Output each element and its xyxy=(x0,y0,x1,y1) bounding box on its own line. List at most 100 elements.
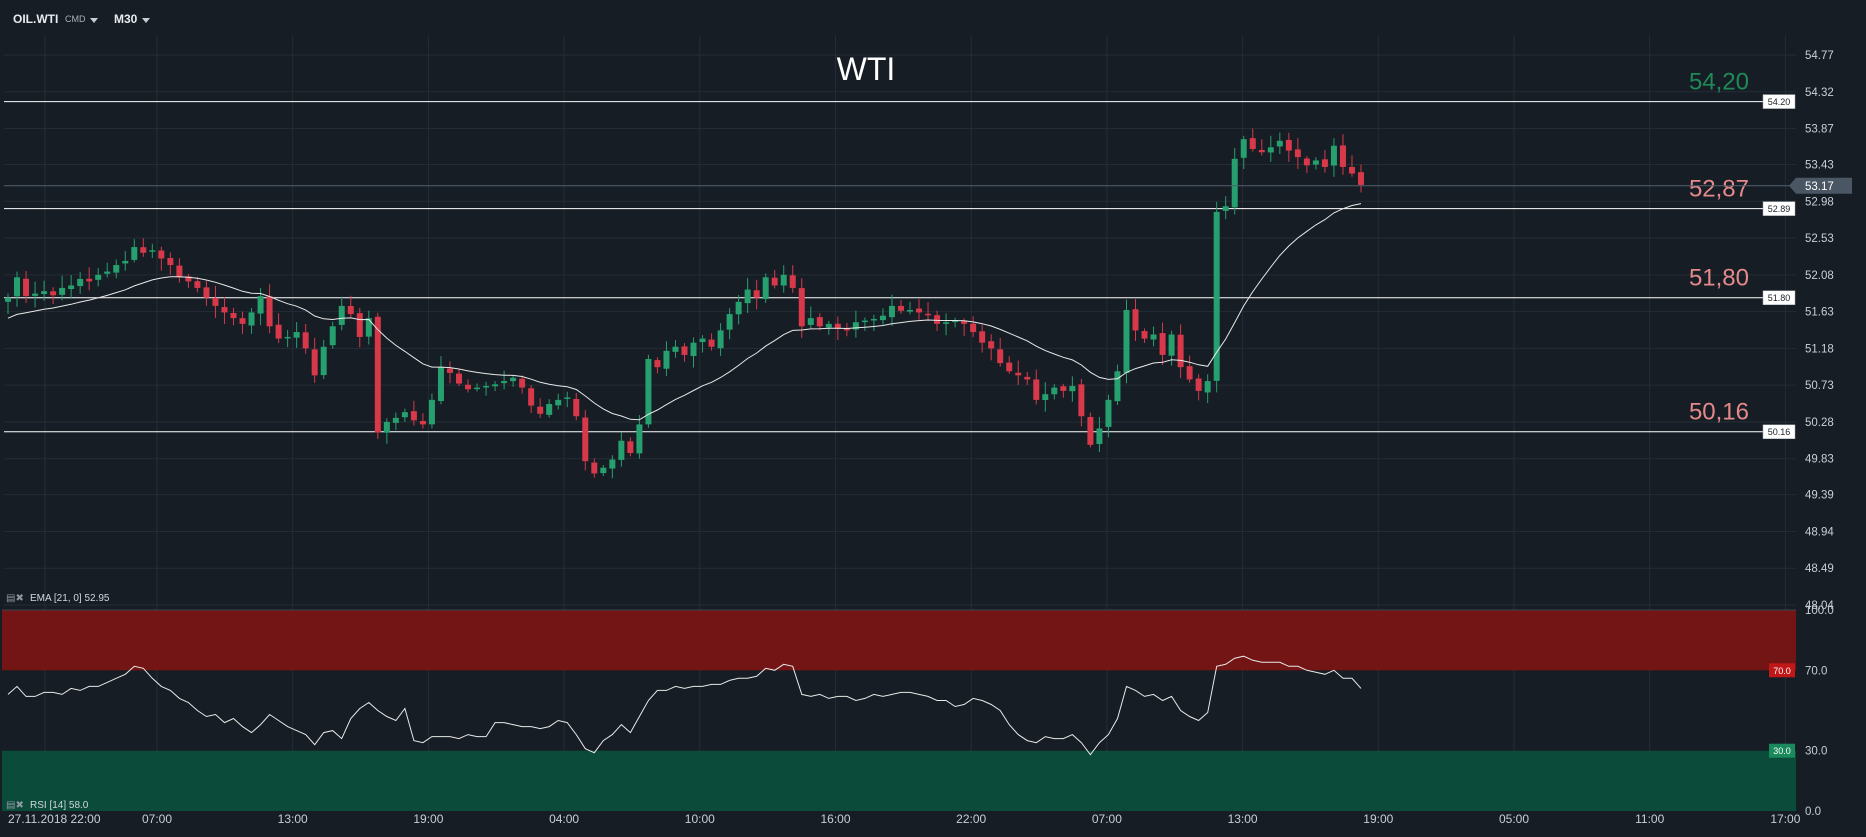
candle xyxy=(970,316,977,338)
candle-body xyxy=(645,359,652,425)
level-price-tag: 52.89 xyxy=(1762,201,1796,216)
candle xyxy=(483,381,490,396)
candle xyxy=(645,354,652,428)
rsi-tick-label: 100.0 xyxy=(1805,605,1834,617)
rsi-oversold-zone xyxy=(2,750,1796,811)
candle-body xyxy=(149,250,156,252)
candle xyxy=(897,300,904,314)
rsi-indicator-legend[interactable]: ▤✖ RSI [14] 58.0 xyxy=(6,800,89,811)
candle xyxy=(113,259,120,279)
candle-body xyxy=(1114,371,1121,402)
candle-body xyxy=(446,368,453,373)
instrument-type-label[interactable]: CMD xyxy=(65,14,86,24)
candle-body xyxy=(663,350,670,369)
candle xyxy=(519,375,526,394)
candle xyxy=(1285,132,1292,162)
candle-body xyxy=(925,313,932,316)
candle xyxy=(1348,155,1355,177)
candle-body xyxy=(672,346,679,352)
candle xyxy=(771,270,778,289)
candle xyxy=(1222,196,1229,220)
candle-body xyxy=(979,331,986,343)
timeframe-caret-icon[interactable] xyxy=(142,18,150,23)
candle xyxy=(149,243,156,258)
candle-body xyxy=(699,338,706,343)
candle-body xyxy=(1240,139,1247,158)
candle-body xyxy=(1358,172,1364,185)
price-tick-label: 48.04 xyxy=(1805,600,1834,612)
candle-body xyxy=(347,305,354,315)
candle-body xyxy=(41,291,48,295)
candle xyxy=(248,308,255,334)
candle xyxy=(1276,132,1283,155)
candle-body xyxy=(970,323,977,333)
candle xyxy=(735,294,742,325)
rsi-tag-box xyxy=(1769,743,1795,758)
indicator-settings-icon[interactable]: ▤✖ xyxy=(6,593,24,604)
candle xyxy=(916,299,923,320)
candle xyxy=(1006,356,1013,374)
candle xyxy=(1358,164,1364,193)
candle-body xyxy=(1015,372,1022,376)
candle xyxy=(347,295,354,318)
candle-body xyxy=(1222,206,1229,211)
candle-body xyxy=(708,339,715,347)
candle xyxy=(311,337,318,383)
candle-body xyxy=(383,421,390,433)
time-tick-label: 04:00 xyxy=(549,812,579,826)
candle-body xyxy=(5,297,11,302)
candle xyxy=(1258,139,1265,156)
timeframe-selector[interactable]: M30 xyxy=(114,12,138,26)
candle xyxy=(68,275,75,299)
level-price-tag: 50.16 xyxy=(1762,424,1796,439)
candle xyxy=(1312,157,1319,170)
candle-body xyxy=(456,373,462,384)
candle-body xyxy=(50,291,57,296)
level-tag-box xyxy=(1762,94,1796,109)
candle-body xyxy=(230,312,237,319)
candle-body xyxy=(726,314,733,330)
candle-body xyxy=(843,327,850,331)
candle xyxy=(618,432,625,467)
candle xyxy=(1195,374,1202,401)
candle-body xyxy=(302,332,309,349)
ema-indicator-legend[interactable]: ▤✖ EMA [21, 0] 52.95 xyxy=(6,593,110,604)
time-axis: 27.11.2018 22:00 07:00 13:00 19:00 04:00 10:0… xyxy=(8,812,1801,826)
level: 51.80 51,80 xyxy=(4,265,1796,305)
candle xyxy=(762,273,769,303)
candle xyxy=(383,418,390,444)
candle xyxy=(456,368,462,387)
candle xyxy=(266,284,273,334)
price-tick-label: 53.87 xyxy=(1805,124,1834,136)
candle xyxy=(636,415,643,459)
rsi-settings-icon[interactable]: ▤✖ xyxy=(6,800,24,811)
candle xyxy=(1087,412,1094,448)
candle-body xyxy=(77,278,84,287)
time-tick-label: 13:00 xyxy=(278,812,308,826)
price-tick-label: 53.43 xyxy=(1805,160,1834,172)
candle xyxy=(221,297,228,324)
level-price-tag: 54.20 xyxy=(1762,94,1796,109)
candle xyxy=(1051,384,1058,400)
candle-body xyxy=(609,459,616,469)
candle xyxy=(1330,138,1337,177)
candle-body xyxy=(1105,399,1112,427)
time-tick-label: 10:00 xyxy=(685,812,715,826)
candle xyxy=(1204,374,1211,404)
candle-body xyxy=(807,318,814,325)
candle-body xyxy=(744,289,751,304)
candle xyxy=(672,340,679,358)
symbol-label[interactable]: OIL.WTI xyxy=(13,12,59,26)
candle-body xyxy=(762,277,769,300)
candle-body xyxy=(1186,366,1193,380)
candle-body xyxy=(1123,309,1130,373)
candle xyxy=(780,265,787,293)
candle-body xyxy=(564,397,571,399)
candle xyxy=(410,400,417,426)
candle xyxy=(1078,378,1085,427)
candle xyxy=(104,262,111,278)
instrument-type-caret-icon[interactable] xyxy=(90,18,98,23)
candle xyxy=(446,361,453,384)
price-tick-label: 51.18 xyxy=(1805,343,1834,355)
